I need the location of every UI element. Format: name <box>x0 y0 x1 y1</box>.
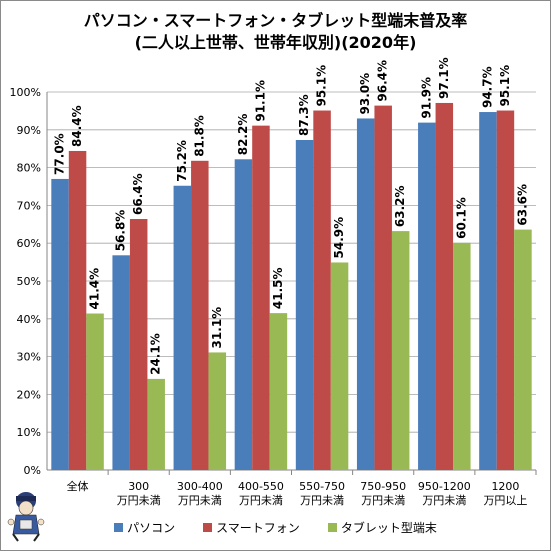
legend-item-smartphone: スマートフォン <box>203 519 300 536</box>
bar <box>356 118 375 471</box>
data-label: 93.0% <box>358 73 372 115</box>
legend-item-pc: パソコン <box>114 519 175 536</box>
bar <box>435 102 454 470</box>
legend-swatch-tablet <box>327 523 337 532</box>
bar <box>51 178 69 470</box>
bar <box>129 219 148 470</box>
bar <box>418 122 436 471</box>
y-tick-label: 70% <box>17 199 41 212</box>
y-tick-label: 40% <box>17 313 41 326</box>
x-tick-label: 400-550 <box>238 480 284 493</box>
bar <box>68 150 87 470</box>
x-tick-label: 1200 <box>491 480 519 493</box>
x-tick-label: 750-950 <box>360 480 406 493</box>
data-label: 56.8% <box>114 210 128 252</box>
legend-swatch-pc <box>114 523 124 532</box>
y-tick-label: 80% <box>17 162 41 175</box>
legend-label-smartphone: スマートフォン <box>216 521 300 535</box>
y-tick-label: 30% <box>17 351 41 364</box>
x-tick-label: 万円未満 <box>117 494 161 507</box>
bar <box>269 313 288 470</box>
mascot-logo <box>7 492 45 542</box>
bar <box>208 352 227 470</box>
data-label: 91.1% <box>253 80 267 122</box>
bar <box>191 160 209 470</box>
data-label: 77.0% <box>53 133 67 175</box>
data-label: 91.9% <box>419 77 433 119</box>
x-tick-label: 万円未満 <box>239 494 283 507</box>
bar <box>514 229 532 470</box>
data-label: 75.2% <box>175 140 189 182</box>
data-label: 24.1% <box>149 333 163 375</box>
legend-item-tablet: タブレット型端末 <box>327 519 437 536</box>
bar <box>374 105 392 470</box>
y-tick-label: 10% <box>17 426 41 439</box>
y-tick-label: 100% <box>10 86 41 99</box>
data-label: 31.1% <box>210 307 224 349</box>
data-label: 82.2% <box>236 114 250 156</box>
x-tick-label: 950-1200 <box>418 480 471 493</box>
x-tick-label: 万円以上 <box>483 494 527 507</box>
chart-title-block: パソコン・スマートフォン・タブレット型端末普及率 (二人以上世帯、世帯年収別)(… <box>0 10 551 54</box>
y-tick-label: 60% <box>17 237 41 250</box>
bar <box>295 140 314 471</box>
bar <box>391 231 410 470</box>
data-label: 63.6% <box>515 184 529 226</box>
bar <box>479 112 497 470</box>
data-label: 41.4% <box>88 268 102 310</box>
data-label: 41.5% <box>271 267 285 309</box>
bar <box>313 110 331 470</box>
x-tick-label: 全体 <box>67 479 89 493</box>
bar <box>496 110 515 470</box>
x-tick-label: 万円未満 <box>300 494 344 507</box>
data-label: 84.4% <box>70 105 84 147</box>
bar <box>86 313 104 470</box>
x-tick-label: 万円未満 <box>361 494 405 507</box>
y-tick-label: 20% <box>17 388 41 401</box>
bar <box>112 255 130 470</box>
x-tick-label: 300 <box>128 480 149 493</box>
bar <box>234 159 253 470</box>
legend-label-tablet: タブレット型端末 <box>340 521 437 535</box>
bar <box>252 125 270 470</box>
legend-label-pc: パソコン <box>127 521 176 535</box>
y-tick-label: 90% <box>17 124 41 137</box>
data-label: 87.3% <box>297 94 311 136</box>
x-tick-label: 300-400 <box>177 480 223 493</box>
data-label: 60.1% <box>454 197 468 239</box>
bar <box>173 185 192 470</box>
data-label: 97.1% <box>437 57 451 99</box>
x-tick-label: 万円未満 <box>178 494 222 507</box>
data-label: 81.8% <box>192 115 206 157</box>
y-tick-label: 50% <box>17 275 41 288</box>
legend: パソコン スマートフォン タブレット型端末 <box>0 519 551 536</box>
bar <box>453 242 471 470</box>
bar <box>147 378 165 470</box>
chart-subtitle: (二人以上世帯、世帯年収別)(2020年) <box>134 33 417 52</box>
bar <box>330 262 349 470</box>
x-tick-label: 550-750 <box>299 480 345 493</box>
y-tick-label: 0% <box>24 464 41 477</box>
data-label: 95.1% <box>315 65 329 107</box>
data-label: 54.9% <box>332 217 346 259</box>
data-label: 63.2% <box>393 185 407 227</box>
legend-swatch-smartphone <box>203 523 213 532</box>
data-label: 96.4% <box>376 60 390 102</box>
chart-title: パソコン・スマートフォン・タブレット型端末普及率 <box>83 11 468 30</box>
data-label: 66.4% <box>131 173 145 215</box>
data-label: 94.7% <box>480 66 494 108</box>
x-tick-label: 万円未満 <box>422 494 466 507</box>
data-label: 95.1% <box>498 65 512 107</box>
